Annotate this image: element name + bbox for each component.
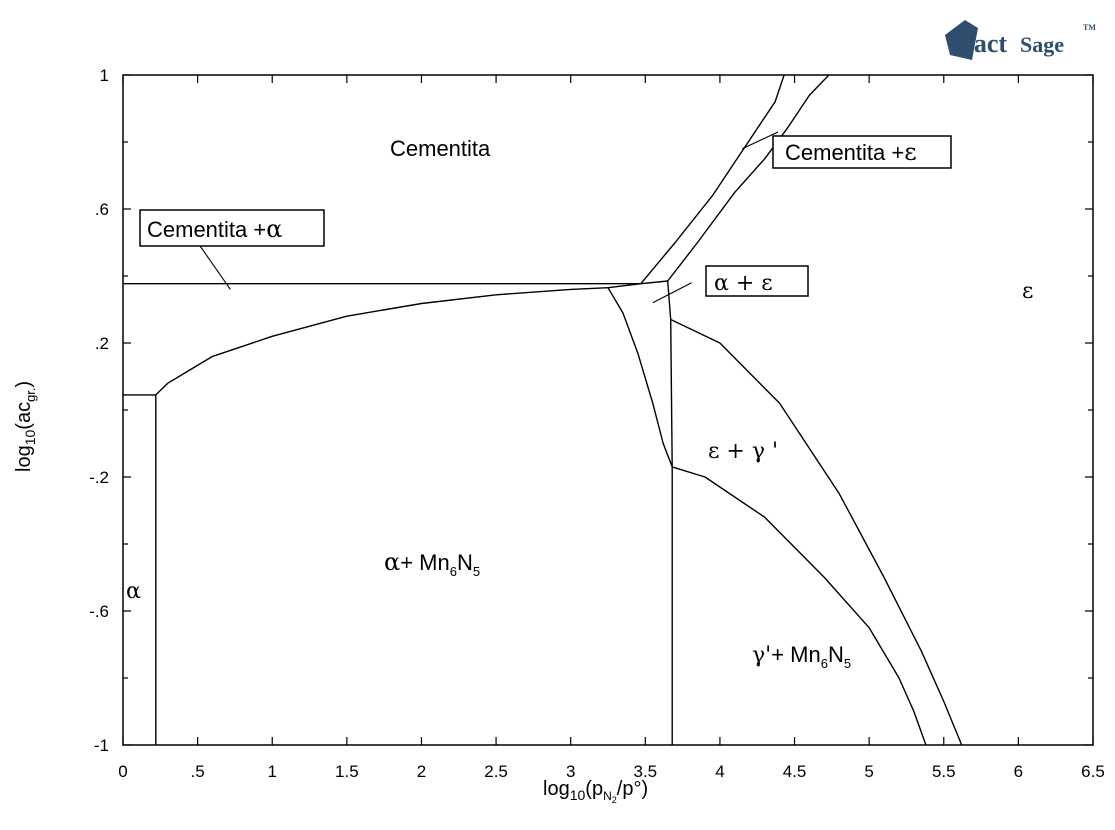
logo-mark-icon <box>945 20 978 60</box>
x-tick-label: 3 <box>566 762 575 781</box>
cementita-alpha-leader <box>197 242 231 290</box>
y-tick-label: -1 <box>94 736 109 755</box>
x-tick-label: 0 <box>118 762 127 781</box>
x-tick-label: 4 <box>715 762 724 781</box>
x-tick-labels: 0 .5 1 1.5 2 2.5 3 3.5 4 4.5 5 5.5 6 6.5 <box>118 762 1105 781</box>
logo-tm: TM <box>1083 23 1096 32</box>
label-leader-lines <box>197 131 779 304</box>
cementita-eps-leader <box>742 131 779 150</box>
x-tick-label: 4.5 <box>783 762 807 781</box>
label-gprime-mn6n5: γ'+ Mn6N5 <box>752 642 851 671</box>
phase-boundaries <box>123 74 963 746</box>
x-tick-label: 6 <box>1014 762 1023 781</box>
x-tick-label: .5 <box>191 762 205 781</box>
boundary-alpha-eps-right-vertical <box>667 280 673 467</box>
y-tick-label: .6 <box>95 200 109 219</box>
label-alpha-mn6n5: α+ Mn6N5 <box>384 548 480 579</box>
label-box-cementita-alpha: Cementita +α <box>139 209 325 247</box>
x-tick-label: 3.5 <box>633 762 657 781</box>
label-eps: ε <box>1022 279 1033 304</box>
x-axis-title: log10(pN2/p°) <box>543 778 648 805</box>
x-tick-label: 5 <box>864 762 873 781</box>
axis-ticks <box>122 74 1094 746</box>
y-tick-label: .2 <box>95 334 109 353</box>
x-tick-label: 6.5 <box>1081 762 1105 781</box>
y-tick-label: -.2 <box>89 468 109 487</box>
logo-text-sage: Sage <box>1020 32 1064 57</box>
boundary-eps-gprime-upper-curve <box>670 318 963 746</box>
boundary-alpha-eps-left-edge <box>607 287 673 468</box>
label-alpha: α <box>126 579 141 604</box>
logo-text-fact: Fact <box>958 29 1007 58</box>
y-axis-title: log10(acgr.) <box>13 381 38 472</box>
svg-text:Cementita +ε: Cementita +ε <box>785 138 917 166</box>
x-tick-label: 1.5 <box>335 762 359 781</box>
x-tick-label: 5.5 <box>932 762 956 781</box>
x-tick-label: 2 <box>417 762 426 781</box>
y-tick-label: 1 <box>100 66 109 85</box>
svg-text:Cementita +α: Cementita +α <box>147 215 282 243</box>
label-eps-gprime: ε + γ ' <box>708 439 778 464</box>
label-box-alpha-eps: α + ε <box>705 265 809 297</box>
x-tick-label: 1 <box>267 762 276 781</box>
label-box-cementita-eps: Cementita +ε <box>772 135 952 169</box>
plot-area-frame <box>122 74 1094 746</box>
factsage-logo: Fact Sage TM <box>945 20 1096 60</box>
y-tick-label: -.6 <box>89 602 109 621</box>
boundary-cementite-eps-left <box>640 74 785 285</box>
alpha-eps-leader <box>652 282 692 304</box>
boundary-alpha-upper-curve <box>155 287 609 396</box>
boundary-cementite-eps-right <box>667 74 830 282</box>
x-tick-label: 2.5 <box>484 762 508 781</box>
svg-text:α + ε: α + ε <box>714 271 773 296</box>
y-tick-labels: 1 .6 .2 -.2 -.6 -1 <box>89 66 109 755</box>
label-cementita: Cementita <box>390 136 491 161</box>
boundary-eps-gprime-lower-curve <box>671 466 927 746</box>
